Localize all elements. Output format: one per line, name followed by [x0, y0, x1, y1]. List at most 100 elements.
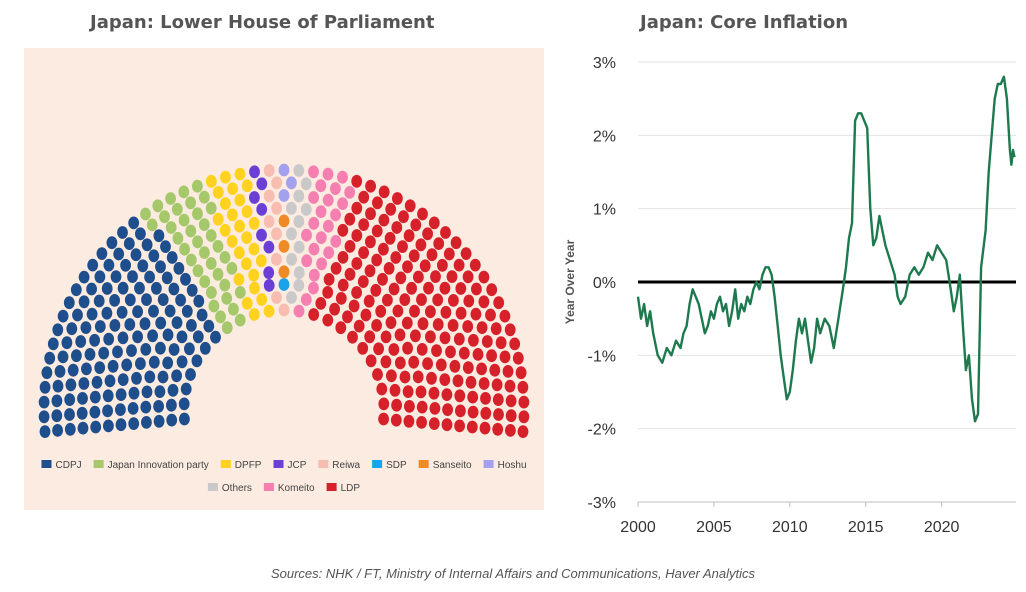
seat-ldp [412, 370, 424, 384]
core-inflation-line [636, 75, 1016, 423]
seat-ldp [401, 316, 413, 330]
seat-dpfp [241, 179, 253, 193]
seat-others [293, 279, 305, 292]
legend-swatch-sdp [372, 460, 383, 468]
seat-ldp [344, 267, 356, 281]
seat-cdpj [176, 355, 188, 369]
seat-jcp [263, 266, 275, 280]
seat-japan-innovation-party [199, 246, 210, 259]
y-tick-label: 1% [593, 202, 616, 219]
seat-ldp [413, 270, 424, 284]
seat-cdpj [175, 293, 187, 307]
legend-item-reiwa: Reiwa [318, 460, 361, 471]
seat-komeito [316, 257, 327, 271]
seat-ldp [353, 319, 365, 333]
y-tick-label: 2% [593, 128, 616, 145]
seat-ldp [402, 260, 413, 274]
seat-jcp [249, 191, 260, 204]
seat-cdpj [191, 354, 203, 368]
seat-cdpj [128, 417, 140, 430]
seat-ldp [479, 421, 491, 435]
seat-cdpj [199, 341, 211, 355]
seat-japan-innovation-party [205, 257, 217, 270]
seat-cdpj [117, 281, 129, 295]
seat-ldp [390, 413, 402, 427]
seat-japan-innovation-party [212, 267, 224, 281]
legend-label-jcp: JCP [288, 460, 307, 471]
seat-cdpj [81, 362, 92, 376]
seat-cdpj [38, 410, 50, 424]
legend-label-sdp: SDP [386, 460, 407, 471]
seat-cdpj [127, 270, 138, 283]
seat-ldp [472, 348, 484, 361]
seat-ldp [480, 406, 492, 420]
seat-cdpj [134, 281, 145, 295]
seat-ldp [454, 389, 466, 403]
seat-ldp [517, 380, 529, 394]
seat-cdpj [117, 373, 129, 386]
seat-cdpj [144, 370, 156, 384]
seat-reiwa [271, 227, 282, 241]
seat-ldp [505, 409, 517, 423]
legend-label-komeito: Komeito [278, 483, 315, 494]
seat-ldp [392, 304, 404, 318]
legend-item-komeito: Komeito [263, 483, 315, 494]
seat-ldp [382, 293, 393, 307]
seat-cdpj [104, 374, 116, 388]
seat-ldp [337, 223, 349, 237]
seat-ldp [425, 330, 436, 344]
seat-ldp [323, 273, 335, 286]
seat-cdpj [155, 316, 167, 330]
seat-ldp [394, 328, 406, 342]
seat-ldp [370, 283, 382, 297]
seat-ldp [426, 248, 438, 262]
seat-ldp [408, 355, 420, 369]
seat-ldp [449, 359, 461, 373]
legend-item-ldp: LDP [326, 483, 360, 494]
seat-ldp [478, 295, 490, 309]
seat-cdpj [162, 356, 174, 370]
y-tick-label: -1% [588, 348, 616, 365]
seat-cdpj [52, 323, 64, 337]
seat-others [300, 177, 312, 191]
y-tick-label: -2% [588, 422, 616, 439]
seat-ldp [455, 306, 467, 320]
seat-cdpj [89, 390, 101, 404]
seat-cdpj [52, 424, 63, 437]
seat-cdpj [127, 402, 139, 415]
seat-cdpj [132, 330, 143, 344]
seat-ldp [505, 394, 517, 408]
seat-cdpj [112, 345, 123, 359]
seat-cdpj [51, 409, 63, 423]
seat-cdpj [77, 421, 89, 435]
seat-ldp [351, 257, 363, 270]
seat-japan-innovation-party [212, 240, 224, 253]
seat-cdpj [167, 383, 179, 397]
seat-cdpj [76, 406, 88, 420]
seat-cdpj [54, 365, 66, 378]
seat-ldp [468, 333, 479, 347]
seat-ldp [398, 210, 409, 224]
seat-dpfp [255, 254, 267, 268]
seat-dpfp [234, 219, 246, 233]
seat-japan-innovation-party [192, 179, 203, 193]
seat-ldp [363, 294, 375, 308]
seat-cdpj [71, 349, 82, 363]
seat-dpfp [248, 216, 260, 230]
seat-komeito [315, 179, 327, 193]
seat-japan-innovation-party [185, 224, 197, 238]
seat-cdpj [94, 361, 106, 374]
seat-ldp [467, 405, 479, 419]
seat-cdpj [180, 272, 191, 286]
seat-dpfp [263, 304, 275, 318]
seat-japan-innovation-party [178, 213, 190, 227]
seat-komeito [308, 268, 320, 282]
seat-ldp [351, 286, 362, 299]
seat-cdpj [192, 330, 204, 344]
seat-japan-innovation-party [221, 292, 233, 305]
seat-cdpj [57, 350, 69, 364]
seat-japan-innovation-party [185, 196, 197, 210]
seat-ldp [428, 216, 440, 230]
seat-jcp [256, 177, 268, 191]
seat-cdpj [94, 320, 106, 333]
